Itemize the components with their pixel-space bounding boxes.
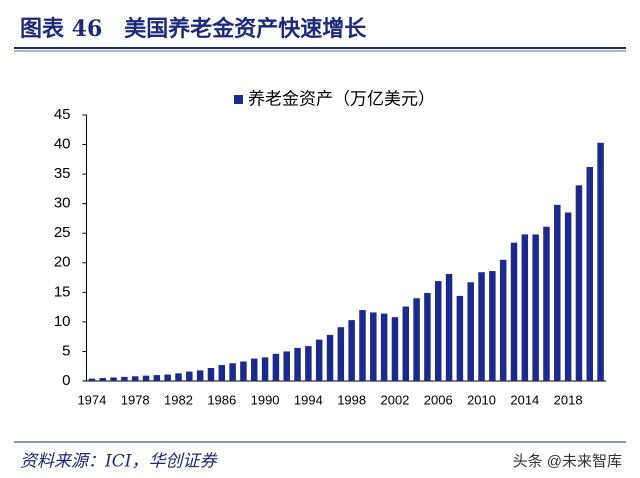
bar <box>424 292 431 381</box>
bar <box>586 167 594 381</box>
bar <box>251 358 258 381</box>
y-tick-label: 45 <box>54 106 71 123</box>
bar <box>413 298 420 381</box>
bar <box>175 373 182 381</box>
x-tick-label: 1982 <box>164 392 193 407</box>
bar <box>218 365 226 381</box>
bar <box>294 347 301 381</box>
source: 资料来源：ICI，华创证券 <box>20 452 218 472</box>
bar <box>142 375 150 381</box>
figure-title: 图表 46 美国养老金资产快速增长 <box>20 16 367 42</box>
bar <box>121 376 128 381</box>
bar <box>532 234 539 381</box>
bar <box>207 367 215 381</box>
watermark: 头条 @未来智库 <box>513 452 622 470</box>
bar <box>499 259 507 381</box>
x-tick-label: 2014 <box>510 392 539 407</box>
bar <box>337 327 345 381</box>
bar <box>597 142 604 381</box>
bar <box>131 376 139 381</box>
bar <box>110 377 117 381</box>
bar <box>196 370 204 381</box>
x-tick-label: 1998 <box>337 392 366 407</box>
x-tick-label: 1974 <box>77 392 106 407</box>
bar <box>305 346 312 381</box>
x-tick-label: 2018 <box>554 392 583 407</box>
bar <box>283 351 290 381</box>
bar <box>510 242 518 381</box>
y-tick-label: 0 <box>62 372 70 389</box>
bar <box>391 317 399 381</box>
bar <box>445 274 453 381</box>
y-tick-label: 25 <box>54 224 71 241</box>
bar <box>467 282 474 381</box>
bar <box>370 312 377 381</box>
x-tick-label: 1978 <box>121 392 150 407</box>
y-tick-label: 40 <box>54 136 71 153</box>
bar <box>99 378 106 381</box>
bar <box>164 374 171 381</box>
bar <box>434 281 442 381</box>
y-tick-label: 20 <box>54 254 71 271</box>
bar <box>261 357 269 381</box>
x-tick-label: 1990 <box>251 392 280 407</box>
legend-label: 养老金资产（万亿美元） <box>248 89 435 108</box>
bar <box>153 375 161 381</box>
bar <box>554 204 561 381</box>
y-tick-label: 10 <box>54 313 71 330</box>
x-tick-label: 2006 <box>424 392 453 407</box>
bar <box>564 212 572 381</box>
bar <box>315 339 323 381</box>
y-tick-label: 5 <box>62 342 70 359</box>
bar <box>380 313 388 381</box>
bar <box>240 361 247 381</box>
bar <box>543 226 550 381</box>
y-tick-label: 30 <box>54 195 71 212</box>
legend-swatch <box>234 95 243 104</box>
bar <box>402 306 410 381</box>
bar <box>229 363 236 381</box>
bar <box>478 272 485 381</box>
x-tick-label: 1994 <box>294 392 323 407</box>
bar <box>575 185 583 381</box>
bar <box>521 234 529 381</box>
x-tick-label: 2010 <box>467 392 496 407</box>
bar <box>88 378 96 381</box>
x-tick-label: 1986 <box>207 392 236 407</box>
bar <box>326 334 334 381</box>
bar <box>272 353 280 381</box>
bar <box>186 371 193 381</box>
bar <box>489 271 496 381</box>
y-tick-label: 15 <box>54 283 71 300</box>
bar <box>456 295 464 381</box>
bar <box>359 310 366 381</box>
x-tick-label: 2002 <box>380 392 409 407</box>
y-tick-label: 35 <box>54 165 71 182</box>
bar <box>348 320 355 381</box>
